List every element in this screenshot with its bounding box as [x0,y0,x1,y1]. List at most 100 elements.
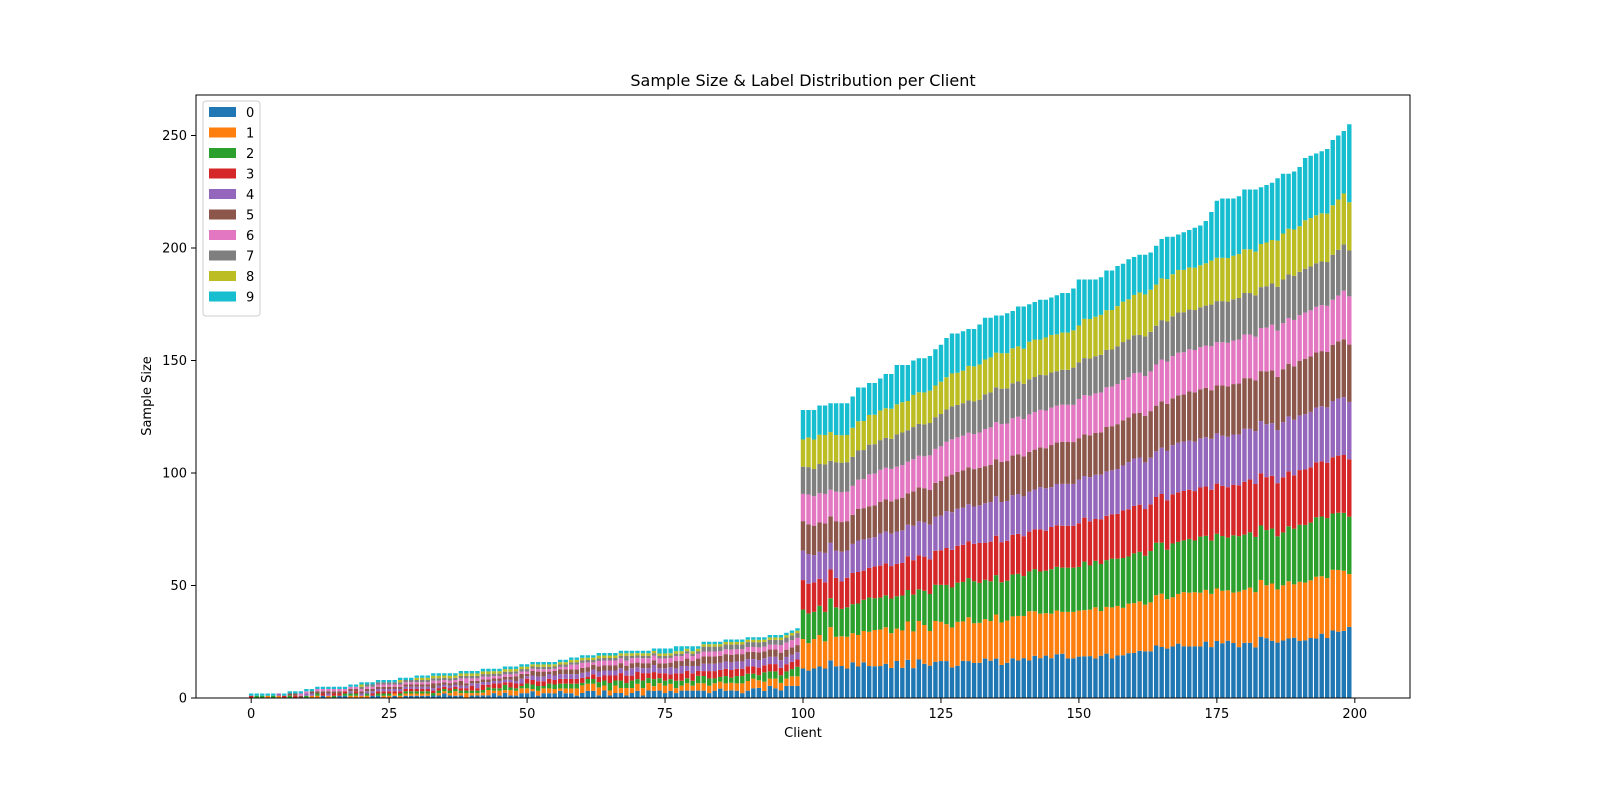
bar-segment-label-4 [629,668,635,676]
bar-segment-label-6 [646,658,651,664]
bar-segment-label-9 [1159,239,1164,279]
bar-segment-label-6 [1209,346,1214,391]
client-bar-109 [850,396,855,698]
bar-segment-label-4 [1082,476,1087,518]
bar-segment-label-4 [712,663,717,672]
bar-segment-label-9 [1209,212,1214,261]
bar-segment-label-5 [718,655,723,663]
bar-segment-label-3 [1109,514,1115,559]
bar-segment-label-6 [1297,315,1302,361]
bar-segment-label-9 [1131,257,1137,295]
bar-segment-label-9 [883,374,888,409]
bar-segment-label-6 [1159,359,1164,402]
bar-segment-label-2 [1181,540,1186,593]
bar-segment-label-4 [486,682,491,685]
client-bar-123 [927,356,933,698]
bar-segment-label-6 [773,644,778,650]
bar-segment-label-8 [900,402,905,433]
bar-segment-label-3 [1170,494,1175,544]
bar-segment-label-8 [546,664,552,667]
bar-segment-label-1 [1060,611,1065,654]
bar-segment-label-4 [933,516,938,551]
bar-segment-label-1 [585,683,590,691]
bar-segment-label-9 [828,403,833,433]
bar-segment-label-4 [817,551,822,579]
bar-segment-label-6 [1170,356,1175,399]
bar-segment-label-0 [1098,655,1104,698]
bar-segment-label-2 [331,695,337,698]
y-tick-label: 50 [170,579,187,594]
bar-segment-label-7 [977,399,982,433]
bar-segment-label-1 [624,688,629,696]
y-tick-label: 0 [179,692,187,707]
bar-segment-label-0 [1336,631,1341,698]
bar-segment-label-6 [878,469,883,502]
bar-segment-label-6 [993,422,999,460]
bar-segment-label-8 [718,644,723,647]
bar-segment-label-9 [353,684,359,687]
bar-segment-label-6 [453,680,458,683]
bar-segment-label-4 [988,502,993,542]
bar-segment-label-4 [1330,401,1335,458]
bar-segment-label-2 [833,607,839,637]
bar-segment-label-7 [530,666,535,669]
bar-segment-label-6 [894,466,900,500]
client-bar-96 [778,635,784,698]
bar-segment-label-9 [982,317,988,360]
client-bar-157 [1115,266,1120,698]
client-bar-149 [1071,288,1076,698]
bar-segment-label-9 [519,664,524,667]
bar-segment-label-2 [591,679,596,684]
bar-segment-label-1 [1142,604,1148,652]
bar-segment-label-5 [1330,344,1335,401]
bar-segment-label-3 [745,666,751,674]
bar-segment-label-2 [1027,571,1032,612]
bar-segment-label-5 [1027,451,1032,492]
bar-segment-label-6 [1032,412,1037,450]
bar-segment-label-7 [1148,331,1153,372]
bar-segment-label-3 [629,675,635,681]
bar-segment-label-0 [784,685,789,698]
x-tick-label: 0 [247,707,255,722]
bar-segment-label-0 [651,690,657,698]
bar-segment-label-9 [1087,279,1093,320]
bar-segment-label-4 [359,693,364,696]
bar-segment-label-1 [1336,569,1341,632]
bar-segment-label-9 [949,333,955,374]
bar-segment-label-3 [701,671,706,676]
bar-segment-label-7 [1098,354,1104,393]
bar-segment-label-9 [397,677,403,680]
bar-segment-label-4 [911,525,916,561]
bar-segment-label-1 [867,631,872,667]
bar-segment-label-8 [535,664,541,667]
bar-segment-label-5 [320,691,326,694]
client-bar-72 [646,650,651,698]
bar-segment-label-1 [795,676,800,686]
bar-segment-label-7 [822,464,828,494]
bar-segment-label-5 [657,663,662,669]
bar-segment-label-2 [729,677,734,683]
bar-segment-label-5 [1297,360,1302,416]
bar-segment-label-6 [822,493,828,524]
bar-segment-label-4 [574,674,579,679]
bar-segment-label-3 [767,664,773,672]
bar-segment-label-8 [1104,310,1109,350]
bar-segment-label-3 [580,677,585,683]
bar-segment-label-5 [646,663,651,669]
bar-segment-label-2 [624,683,629,689]
bar-segment-label-9 [392,680,397,683]
bar-segment-label-7 [425,680,430,683]
bar-segment-label-2 [1093,560,1098,608]
bar-segment-label-0 [1347,626,1352,698]
legend-label: 3 [246,168,254,183]
bar-segment-label-4 [1093,474,1098,519]
bar-segment-label-1 [1280,585,1286,641]
bar-segment-label-2 [1071,567,1076,612]
bar-segment-label-5 [331,691,337,694]
bar-segment-label-1 [1170,597,1175,647]
bar-segment-label-3 [397,691,403,694]
bar-segment-label-0 [1164,648,1170,698]
bar-segment-label-8 [833,434,839,463]
bar-segment-label-4 [1071,483,1076,526]
